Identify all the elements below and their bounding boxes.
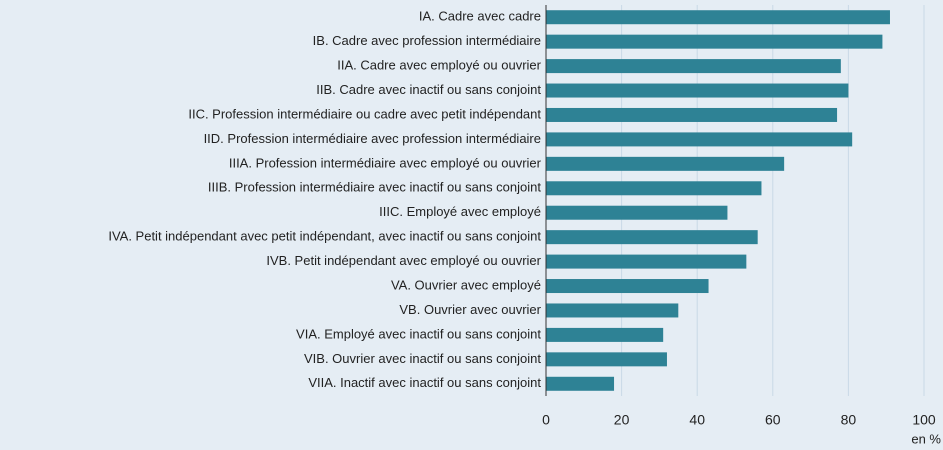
y-tick-label: IIIB. Profession intermédiaire avec inac… [208, 180, 542, 195]
bar [546, 376, 615, 391]
bar [546, 230, 758, 245]
y-tick-label: IVA. Petit indépendant avec petit indépe… [108, 229, 541, 244]
y-tick-label: VA. Ouvrier avec employé [391, 277, 541, 292]
y-tick-label: IVB. Petit indépendant avec employé ou o… [266, 253, 541, 268]
x-tick-label: 40 [689, 412, 705, 428]
bar [546, 83, 849, 98]
bar [546, 34, 883, 49]
y-tick-label: VIA. Employé avec inactif ou sans conjoi… [296, 326, 541, 341]
y-tick-label: IIB. Cadre avec inactif ou sans conjoint [316, 82, 541, 97]
y-tick-label: IIA. Cadre avec employé ou ouvrier [337, 58, 541, 73]
bar [546, 327, 664, 342]
y-tick-label: VIB. Ouvrier avec inactif ou sans conjoi… [304, 351, 541, 366]
bar [546, 303, 679, 318]
bar [546, 205, 728, 220]
y-tick-label: IIIA. Profession intermédiaire avec empl… [229, 155, 542, 170]
bar [546, 279, 709, 294]
bar [546, 156, 785, 171]
x-tick-label: 80 [841, 412, 857, 428]
bar [546, 10, 890, 25]
y-tick-label: VIIA. Inactif avec inactif ou sans conjo… [308, 375, 541, 390]
x-tick-label: 20 [614, 412, 630, 428]
y-tick-label: IA. Cadre avec cadre [419, 9, 541, 24]
y-tick-label: IIIC. Employé avec employé [379, 204, 541, 219]
y-tick-label: VB. Ouvrier avec ouvrier [399, 302, 541, 317]
bar [546, 254, 747, 269]
y-tick-label: IID. Profession intermédiaire avec profe… [204, 131, 541, 146]
bar [546, 107, 838, 122]
bar [546, 181, 762, 196]
y-tick-label: IIC. Profession intermédiaire ou cadre a… [188, 106, 541, 121]
x-tick-label: 0 [542, 412, 550, 428]
bar [546, 59, 841, 74]
bar [546, 352, 667, 367]
x-axis-label: en % [911, 431, 941, 446]
x-tick-label: 100 [912, 412, 936, 428]
y-tick-label: IB. Cadre avec profession intermédiaire [313, 33, 541, 48]
x-tick-label: 60 [765, 412, 781, 428]
bar [546, 132, 853, 147]
